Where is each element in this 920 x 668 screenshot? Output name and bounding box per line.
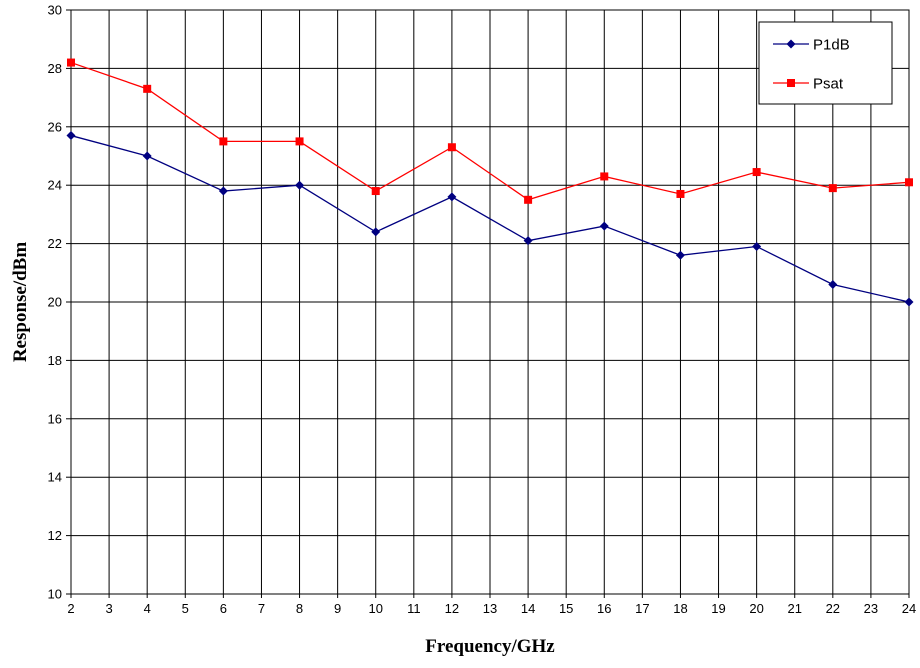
data-point-psat	[600, 172, 609, 181]
series-line-p1db	[70, 134, 910, 303]
x-tick-label: 22	[826, 601, 840, 616]
x-tick-label: 23	[864, 601, 878, 616]
data-point-psat	[295, 137, 304, 146]
series-lines	[66, 58, 914, 307]
x-tick-label: 11	[407, 601, 421, 616]
data-point-p1db	[904, 297, 914, 307]
x-tick-label: 13	[483, 601, 497, 616]
y-tick-label: 14	[48, 470, 62, 485]
x-tick-label: 14	[521, 601, 535, 616]
data-point-psat	[676, 189, 685, 198]
x-tick-label: 5	[182, 601, 189, 616]
data-point-p1db	[66, 131, 76, 141]
x-tick-label: 2	[67, 601, 74, 616]
y-tick-label: 10	[48, 587, 62, 602]
x-tick-label: 7	[258, 601, 265, 616]
data-point-psat	[524, 195, 533, 204]
data-point-p1db	[447, 192, 457, 202]
series-psat	[67, 58, 913, 204]
x-tick-label: 18	[673, 601, 687, 616]
x-tick-label: 20	[749, 601, 763, 616]
data-point-psat	[905, 178, 913, 187]
x-tick-label: 17	[635, 601, 649, 616]
series-line-psat	[70, 61, 910, 201]
data-point-p1db	[828, 279, 838, 289]
data-point-p1db	[295, 180, 305, 190]
x-tick-label: 3	[105, 601, 112, 616]
y-tick-label: 16	[48, 411, 62, 426]
data-point-psat	[67, 58, 75, 67]
legend: P1dB Psat	[758, 21, 893, 105]
data-point-p1db	[675, 250, 685, 260]
legend-item-psat: Psat	[773, 76, 844, 93]
x-tick-label: 19	[711, 601, 725, 616]
data-point-p1db	[752, 242, 762, 252]
y-tick-label: 30	[48, 3, 62, 18]
legend-label-p1db: P1dB	[813, 37, 850, 54]
data-point-p1db	[523, 236, 533, 246]
legend-item-p1db: P1dB	[773, 37, 850, 54]
data-point-p1db	[218, 186, 228, 196]
x-tick-label: 4	[144, 601, 151, 616]
data-point-psat	[752, 168, 761, 177]
y-tick-label: 22	[48, 236, 62, 251]
y-tick-label: 12	[48, 528, 62, 543]
axis-ticks: 2 3 4 5 6 7 8 9 10 11 12 13 14 15 16 17 18 19 20 21 22 23 2410…	[48, 3, 917, 617]
data-point-p1db	[371, 227, 381, 237]
data-point-psat	[447, 143, 456, 152]
x-tick-label: 21	[787, 601, 801, 616]
series-p1db	[66, 131, 914, 307]
legend-items: P1dB Psat	[773, 37, 850, 93]
x-tick-label: 15	[559, 601, 573, 616]
data-point-psat	[219, 137, 228, 146]
y-tick-label: 20	[48, 295, 62, 310]
x-tick-label: 8	[296, 601, 303, 616]
y-axis-title: Response/dBm	[10, 242, 31, 363]
legend-marker-psat	[787, 79, 795, 87]
y-tick-label: 26	[48, 119, 62, 134]
data-point-psat	[828, 184, 837, 193]
y-tick-label: 28	[48, 61, 62, 76]
x-tick-label: 10	[368, 601, 382, 616]
data-point-p1db	[599, 221, 609, 231]
legend-label-psat: Psat	[813, 76, 844, 93]
x-axis-title: Frequency/GHz	[425, 636, 555, 657]
x-tick-label: 24	[902, 601, 916, 616]
data-point-p1db	[142, 151, 152, 161]
data-point-psat	[371, 187, 380, 196]
x-tick-label: 12	[445, 601, 459, 616]
x-tick-label: 6	[220, 601, 227, 616]
data-point-psat	[143, 84, 152, 93]
x-tick-label: 9	[334, 601, 341, 616]
y-tick-label: 24	[48, 178, 62, 193]
x-tick-label: 16	[597, 601, 611, 616]
legend-box	[758, 21, 893, 105]
legend-marker-p1db	[786, 39, 796, 49]
y-tick-label: 18	[48, 353, 62, 368]
